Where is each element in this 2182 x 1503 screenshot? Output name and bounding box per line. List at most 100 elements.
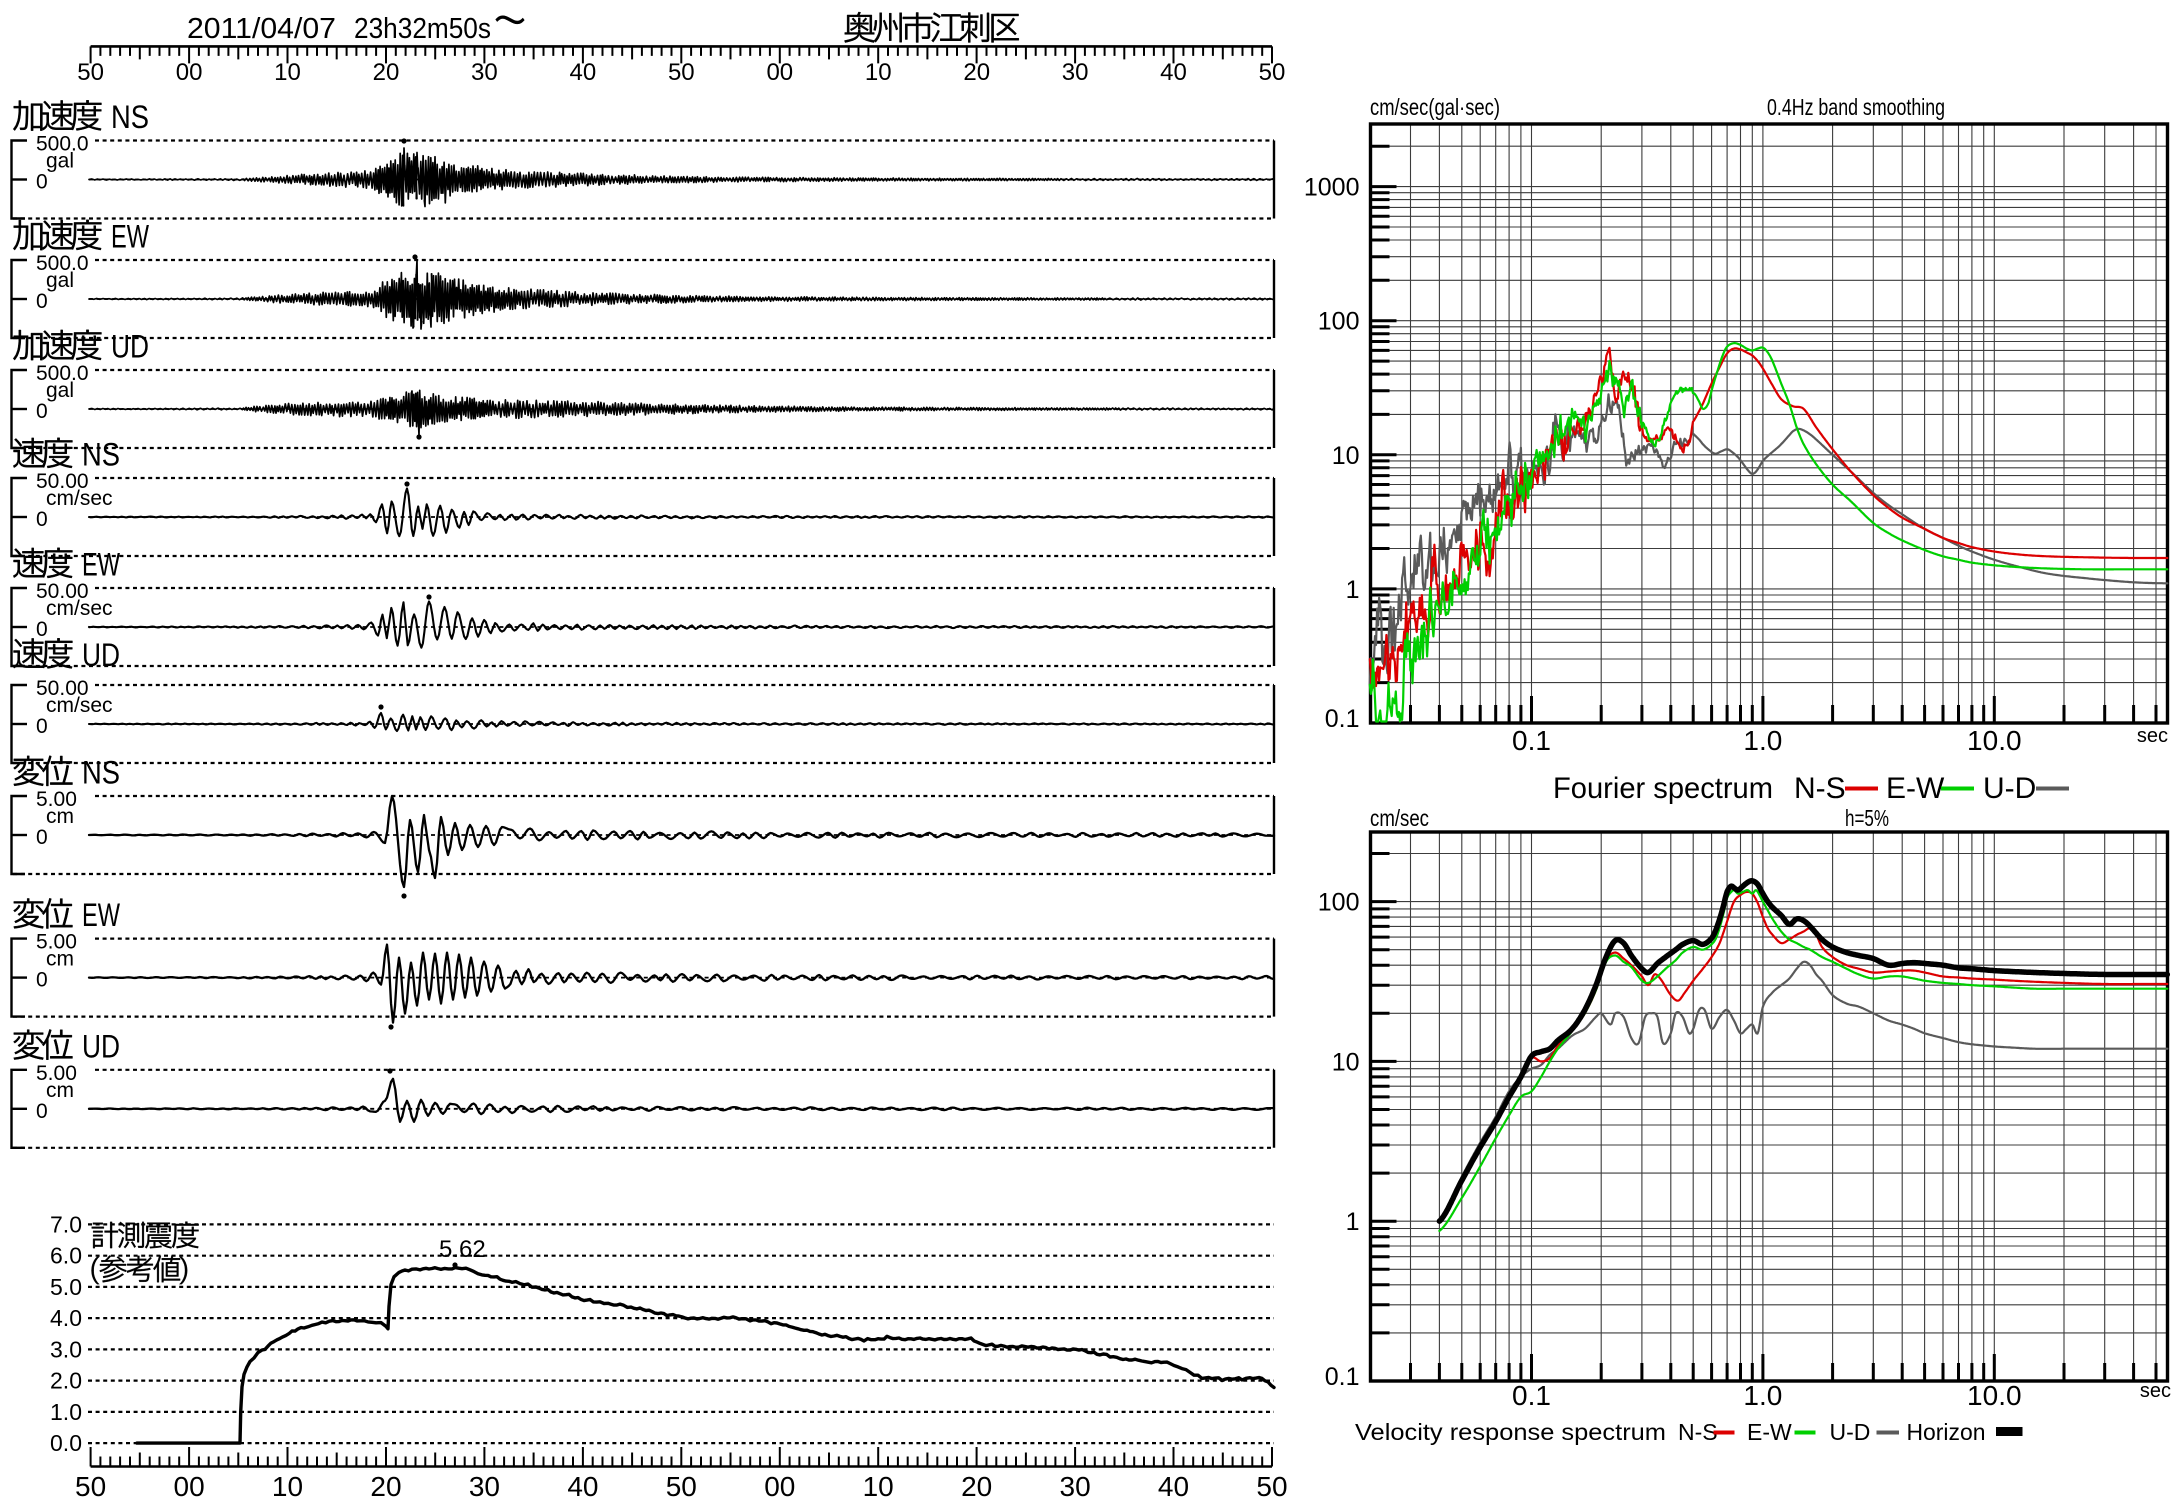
svg-text:cm/sec: cm/sec xyxy=(46,694,113,717)
svg-text:2011/04/07: 2011/04/07 xyxy=(187,13,336,45)
svg-text:100: 100 xyxy=(1318,308,1360,336)
svg-text:sec: sec xyxy=(2140,1380,2171,1402)
svg-text:sec: sec xyxy=(2137,725,2168,747)
svg-text:UD: UD xyxy=(82,637,120,673)
svg-text:40: 40 xyxy=(1158,1471,1189,1502)
svg-text:cm: cm xyxy=(46,1079,74,1102)
svg-text:50: 50 xyxy=(75,1471,106,1502)
svg-text:cm/sec: cm/sec xyxy=(46,487,113,510)
svg-text:0: 0 xyxy=(36,171,48,194)
svg-text:EW: EW xyxy=(82,547,121,583)
svg-text:1: 1 xyxy=(1346,576,1360,604)
svg-text:100: 100 xyxy=(1318,889,1360,917)
svg-text:cm: cm xyxy=(46,805,74,828)
svg-text:0.1: 0.1 xyxy=(1325,705,1360,733)
svg-text:U-D: U-D xyxy=(1830,1419,1871,1445)
svg-text:2.0: 2.0 xyxy=(50,1368,82,1394)
svg-text:0: 0 xyxy=(36,969,48,992)
svg-text:40: 40 xyxy=(570,59,597,86)
svg-text:gal: gal xyxy=(46,379,74,402)
svg-text:30: 30 xyxy=(1062,59,1089,86)
svg-text:20: 20 xyxy=(370,1471,401,1502)
svg-text:0: 0 xyxy=(36,715,48,738)
svg-text:40: 40 xyxy=(1160,59,1187,86)
svg-text:5.00: 5.00 xyxy=(36,931,77,954)
svg-text:4.0: 4.0 xyxy=(50,1305,82,1331)
svg-text:0.0: 0.0 xyxy=(50,1430,82,1456)
svg-text:cm/sec: cm/sec xyxy=(46,597,113,620)
svg-text:0: 0 xyxy=(36,826,48,849)
svg-text:20: 20 xyxy=(963,59,990,86)
svg-text:10.0: 10.0 xyxy=(1967,1380,2022,1411)
svg-text:UD: UD xyxy=(82,1028,120,1064)
svg-text:0: 0 xyxy=(36,290,48,313)
svg-text:E-W: E-W xyxy=(1886,772,1945,805)
svg-text:0: 0 xyxy=(36,400,48,423)
svg-text:20: 20 xyxy=(961,1471,992,1502)
svg-text:10: 10 xyxy=(1332,442,1360,470)
svg-text:NS: NS xyxy=(111,99,149,135)
svg-text:5.00: 5.00 xyxy=(36,788,77,811)
svg-text:50: 50 xyxy=(668,59,695,86)
svg-text:1.0: 1.0 xyxy=(50,1399,82,1425)
svg-text:NS: NS xyxy=(82,437,120,473)
svg-text:10: 10 xyxy=(865,59,892,86)
svg-text:20: 20 xyxy=(373,59,400,86)
svg-text:E-W: E-W xyxy=(1747,1419,1792,1445)
svg-text:00: 00 xyxy=(766,59,793,86)
svg-text:00: 00 xyxy=(174,1471,205,1502)
svg-text:h=5%: h=5% xyxy=(1845,805,1889,831)
svg-text:0: 0 xyxy=(36,508,48,531)
svg-text:40: 40 xyxy=(567,1471,598,1502)
svg-text:Fourier spectrum: Fourier spectrum xyxy=(1553,772,1773,805)
svg-text:50: 50 xyxy=(666,1471,697,1502)
svg-text:30: 30 xyxy=(471,59,498,86)
svg-text:Velocity response spectrum: Velocity response spectrum xyxy=(1355,1419,1666,1445)
svg-text:0.1: 0.1 xyxy=(1325,1363,1360,1391)
svg-text:0: 0 xyxy=(36,1100,48,1123)
svg-text:EW: EW xyxy=(82,897,121,933)
svg-text:50.00: 50.00 xyxy=(36,677,89,700)
svg-text:5.00: 5.00 xyxy=(36,1062,77,1085)
svg-text:23h32m50s: 23h32m50s xyxy=(354,13,491,45)
svg-text:gal: gal xyxy=(46,150,74,173)
svg-text:NS: NS xyxy=(82,755,120,791)
svg-text:00: 00 xyxy=(764,1471,795,1502)
svg-text:0: 0 xyxy=(36,618,48,641)
svg-text:cm/sec(gal·sec): cm/sec(gal·sec) xyxy=(1370,94,1500,120)
svg-text:0.1: 0.1 xyxy=(1512,1380,1551,1411)
svg-text:5.0: 5.0 xyxy=(50,1274,82,1300)
svg-text:3.0: 3.0 xyxy=(50,1336,82,1362)
svg-text:N-S: N-S xyxy=(1678,1419,1718,1445)
svg-text:1000: 1000 xyxy=(1304,174,1360,202)
svg-text:10.0: 10.0 xyxy=(1967,725,2022,756)
svg-text:U-D: U-D xyxy=(1983,772,2036,805)
svg-text:50: 50 xyxy=(77,59,104,86)
svg-text:gal: gal xyxy=(46,269,74,292)
svg-text:0.1: 0.1 xyxy=(1512,725,1551,756)
svg-text:1: 1 xyxy=(1346,1208,1360,1236)
svg-text:10: 10 xyxy=(863,1471,894,1502)
svg-text:500.0: 500.0 xyxy=(36,133,89,156)
svg-text:30: 30 xyxy=(469,1471,500,1502)
svg-text:00: 00 xyxy=(176,59,203,86)
svg-text:cm/sec: cm/sec xyxy=(1370,805,1429,831)
svg-text:50: 50 xyxy=(1259,59,1286,86)
svg-text:10: 10 xyxy=(274,59,301,86)
svg-text:1.0: 1.0 xyxy=(1743,725,1782,756)
svg-text:10: 10 xyxy=(272,1471,303,1502)
svg-text:50: 50 xyxy=(1256,1471,1287,1502)
svg-text:10: 10 xyxy=(1332,1048,1360,1076)
svg-text:6.0: 6.0 xyxy=(50,1243,82,1269)
svg-text:5.62: 5.62 xyxy=(439,1236,486,1263)
svg-text:Horizon: Horizon xyxy=(1907,1419,1986,1445)
svg-text:7.0: 7.0 xyxy=(50,1211,82,1237)
svg-text:cm: cm xyxy=(46,948,74,971)
svg-text:50.00: 50.00 xyxy=(36,470,89,493)
svg-text:30: 30 xyxy=(1060,1471,1091,1502)
svg-text:UD: UD xyxy=(111,329,149,365)
svg-text:1.0: 1.0 xyxy=(1743,1380,1782,1411)
svg-text:50.00: 50.00 xyxy=(36,580,89,603)
svg-text:EW: EW xyxy=(111,219,150,255)
svg-text:500.0: 500.0 xyxy=(36,252,89,275)
